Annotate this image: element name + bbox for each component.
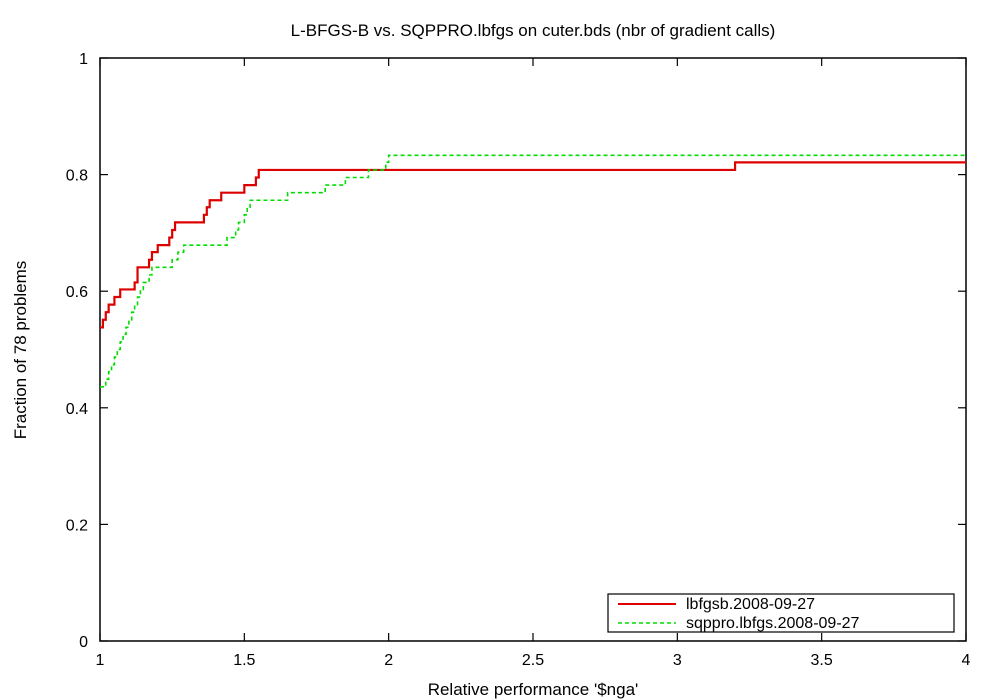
y-tick-label: 0.8 — [66, 168, 88, 185]
y-tick-label: 0 — [79, 634, 88, 651]
axis-ticks — [99, 57, 967, 642]
x-tick-label: 1 — [96, 652, 105, 669]
legend-label-sqppro: sqppro.lbfgs.2008-09-27 — [686, 615, 860, 632]
axis-tick-labels: 1 1.5 2 2.5 3 3.5 4 0 0.2 0.4 0.6 0.8 1 — [66, 51, 971, 669]
y-axis-label: Fraction of 78 problems — [11, 261, 30, 440]
x-tick-label: 3 — [673, 652, 682, 669]
x-tick-label: 1.5 — [233, 652, 255, 669]
legend-box — [607, 593, 955, 633]
x-tick-label: 4 — [962, 652, 971, 669]
plot-frame — [99, 57, 967, 642]
x-tick-label: 2.5 — [522, 652, 544, 669]
y-tick-label: 0.4 — [66, 401, 88, 418]
x-axis-label: Relative performance '$nga' — [428, 680, 639, 699]
legend-label-lbfgsb: lbfgsb.2008-09-27 — [686, 596, 815, 613]
chart-title: L-BFGS-B vs. SQPPRO.lbfgs on cuter.bds (… — [291, 21, 776, 40]
y-tick-label: 0.2 — [66, 517, 88, 534]
x-tick-label: 3.5 — [811, 652, 833, 669]
legend: lbfgsb.2008-09-27 sqppro.lbfgs.2008-09-2… — [607, 593, 955, 633]
series-line-sqppro — [100, 154, 966, 388]
series-line-lbfgsb — [100, 161, 966, 329]
series-layer — [100, 154, 966, 388]
y-tick-label: 0.6 — [66, 284, 88, 301]
y-tick-label: 1 — [79, 51, 88, 68]
x-tick-label: 2 — [384, 652, 393, 669]
